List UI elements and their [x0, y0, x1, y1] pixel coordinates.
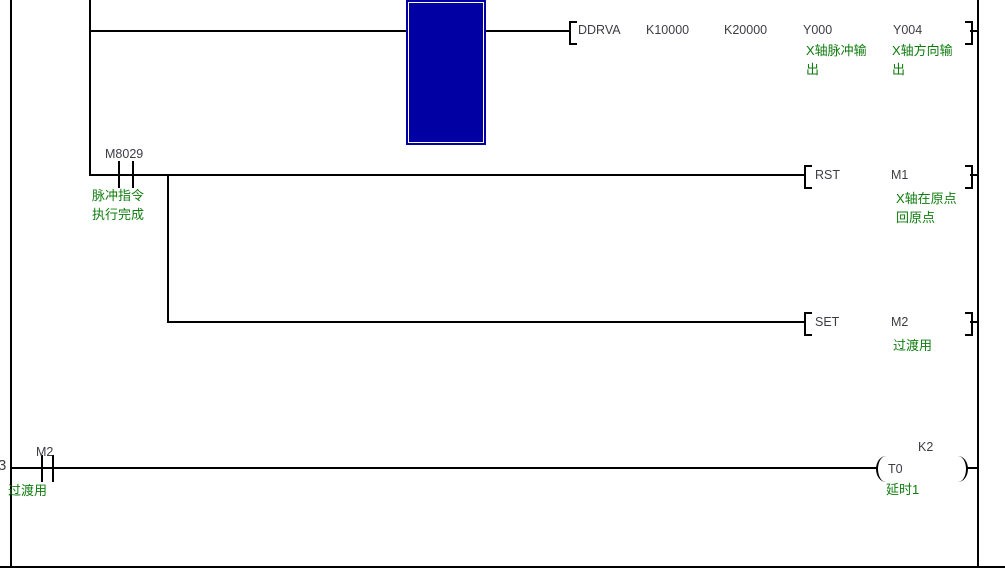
timer-setpoint-label[interactable]: K2 — [918, 440, 934, 454]
instruction-open-bracket — [569, 21, 577, 45]
direction-output-annotation: X轴方向输出 — [892, 43, 953, 77]
coil-close-paren — [956, 456, 968, 482]
rst-operand-annotation: X轴在原点回原点 — [896, 191, 957, 225]
timer-coil-label[interactable]: T0 — [888, 462, 903, 476]
contact-m8029-right-bar[interactable] — [132, 161, 134, 188]
set-close-bracket — [965, 312, 973, 336]
wire-rung-set-right-tick — [970, 321, 978, 323]
ddrva-operand3-label[interactable]: Y000 — [803, 23, 833, 37]
wire-rung-drive — [89, 30, 571, 32]
wire-rung-timer-right-tick — [966, 467, 978, 469]
rst-operand-label[interactable]: M1 — [891, 168, 909, 182]
set-operand-annotation: 过渡用 — [893, 338, 933, 353]
contact-m8029-left-bar[interactable] — [118, 161, 120, 188]
wire-rung-set — [167, 321, 806, 323]
set-open-bracket — [804, 312, 812, 336]
contact-m2-right-bar[interactable] — [52, 455, 54, 482]
coil-open-paren — [876, 456, 888, 482]
ddrva-operand1-label[interactable]: K10000 — [646, 23, 690, 37]
wire-rung-timer — [10, 467, 877, 469]
wire-rung-drive-right-tick — [970, 30, 978, 32]
timer-coil-annotation: 延时1 — [886, 482, 920, 497]
wire-rung-reset — [89, 174, 806, 176]
right-power-rail — [977, 0, 979, 567]
branch-wire-vertical-1 — [89, 0, 91, 176]
set-instruction-label[interactable]: SET — [815, 315, 840, 329]
set-operand-label[interactable]: M2 — [891, 315, 909, 329]
contact-m2-label[interactable]: M2 — [36, 445, 54, 459]
instruction-close-bracket — [965, 21, 973, 45]
ddrva-operand4-label[interactable]: Y004 — [893, 23, 923, 37]
contact-m2-annotation: 过渡用 — [8, 483, 48, 498]
rst-close-bracket — [965, 165, 973, 189]
branch-wire-vertical-2 — [167, 174, 169, 323]
contact-m8029-annotation: 脉冲指令执行完成 — [92, 188, 145, 222]
pulse-output-annotation: X轴脉冲输出 — [806, 43, 867, 77]
edit-cursor[interactable] — [406, 0, 486, 145]
left-power-rail — [10, 0, 12, 567]
ddrva-operand2-label[interactable]: K20000 — [724, 23, 768, 37]
wire-rung-reset-right-tick — [970, 174, 978, 176]
rst-open-bracket — [804, 165, 812, 189]
viewport-bottom-border — [0, 566, 1005, 568]
contact-m2-left-bar[interactable] — [41, 455, 43, 482]
rung-step-number: 3 — [0, 457, 7, 474]
ddrva-instruction-label[interactable]: DDRVA — [578, 23, 621, 37]
contact-m8029-label[interactable]: M8029 — [105, 147, 144, 161]
rst-instruction-label[interactable]: RST — [815, 168, 840, 182]
